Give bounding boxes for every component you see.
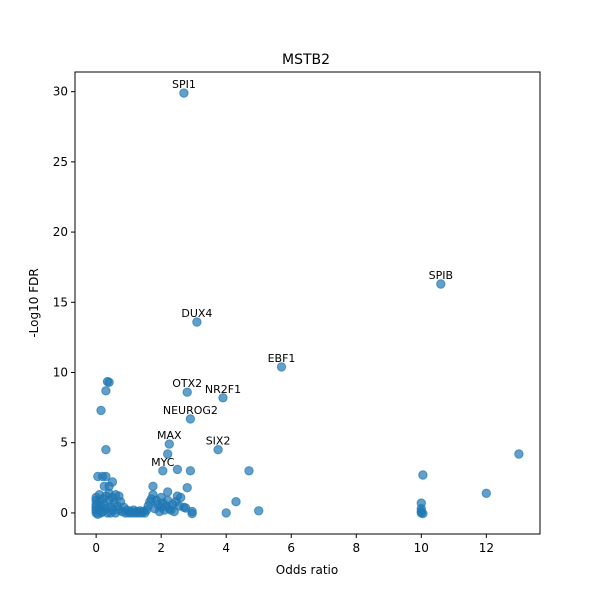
data-point xyxy=(221,508,231,518)
y-tick-label: 20 xyxy=(53,225,68,239)
data-point xyxy=(185,466,196,476)
data-point xyxy=(96,508,106,518)
x-tick-label: 12 xyxy=(479,541,494,555)
y-axis-ticks: 0 5 10 15 20 25 30 xyxy=(53,85,75,520)
data-point xyxy=(418,470,428,480)
annotation-ebf1: EBF1 xyxy=(268,352,296,365)
y-axis-label: -Log10 FDR xyxy=(27,268,41,337)
x-tick-label: 0 xyxy=(92,541,100,555)
data-point-max xyxy=(164,439,175,449)
data-point-myc xyxy=(158,466,168,476)
data-point xyxy=(187,508,197,519)
y-tick-label: 30 xyxy=(53,85,68,99)
data-points xyxy=(91,88,524,519)
data-point xyxy=(106,508,116,518)
y-tick-label: 25 xyxy=(53,155,68,169)
y-tick-label: 15 xyxy=(53,295,68,309)
data-point xyxy=(172,464,183,475)
annotation-max: MAX xyxy=(157,429,182,442)
x-tick-label: 10 xyxy=(414,541,429,555)
data-point-neurog2 xyxy=(185,414,196,424)
data-point xyxy=(514,449,524,459)
data-point xyxy=(104,377,114,387)
x-axis-label: Odds ratio xyxy=(276,563,338,577)
data-point xyxy=(110,490,121,500)
data-point xyxy=(94,490,105,500)
data-point-spib xyxy=(436,279,446,289)
y-tick-label: 10 xyxy=(53,366,68,380)
data-point-nr2f1 xyxy=(218,393,228,403)
annotation-myc: MYC xyxy=(151,456,175,469)
annotation-spib: SPIB xyxy=(429,269,453,282)
data-point xyxy=(163,449,173,459)
data-point xyxy=(174,501,184,511)
plot-frame xyxy=(74,71,541,535)
chart-title: MSTB2 xyxy=(282,52,330,68)
data-point-six2 xyxy=(213,445,223,455)
annotation-otx2: OTX2 xyxy=(172,377,202,390)
data-point xyxy=(101,445,111,455)
annotation-nr2f1: NR2F1 xyxy=(205,383,241,396)
data-point xyxy=(96,405,106,416)
point-annotations: SPI1 SPIB DUX4 EBF1 OTX2 NR2F1 NEUROG2 MAX SIX2 M… xyxy=(151,78,453,469)
annotation-dux4: DUX4 xyxy=(181,307,212,320)
data-point-dux4 xyxy=(192,317,202,327)
data-point-ebf1 xyxy=(276,362,287,372)
annotation-neurog2: NEUROG2 xyxy=(163,404,218,417)
x-tick-label: 4 xyxy=(222,541,230,555)
data-point xyxy=(182,483,192,493)
x-tick-label: 8 xyxy=(352,541,360,555)
y-tick-label: 0 xyxy=(60,506,68,520)
x-tick-label: 2 xyxy=(157,541,165,555)
data-point xyxy=(481,488,491,498)
data-point xyxy=(101,386,111,396)
x-tick-label: 6 xyxy=(287,541,295,555)
data-point-otx2 xyxy=(182,387,192,397)
x-axis-ticks: 0 2 4 6 8 10 12 xyxy=(92,534,494,555)
data-point xyxy=(101,471,111,482)
y-tick-label: 5 xyxy=(60,436,68,450)
data-point xyxy=(148,481,158,491)
annotation-six2: SIX2 xyxy=(206,435,231,448)
data-point xyxy=(107,477,118,487)
data-point xyxy=(244,466,254,476)
data-point xyxy=(418,508,428,519)
data-point xyxy=(231,497,241,507)
data-point xyxy=(254,506,264,516)
data-point-spi1 xyxy=(179,88,189,98)
annotation-spi1: SPI1 xyxy=(172,78,196,91)
